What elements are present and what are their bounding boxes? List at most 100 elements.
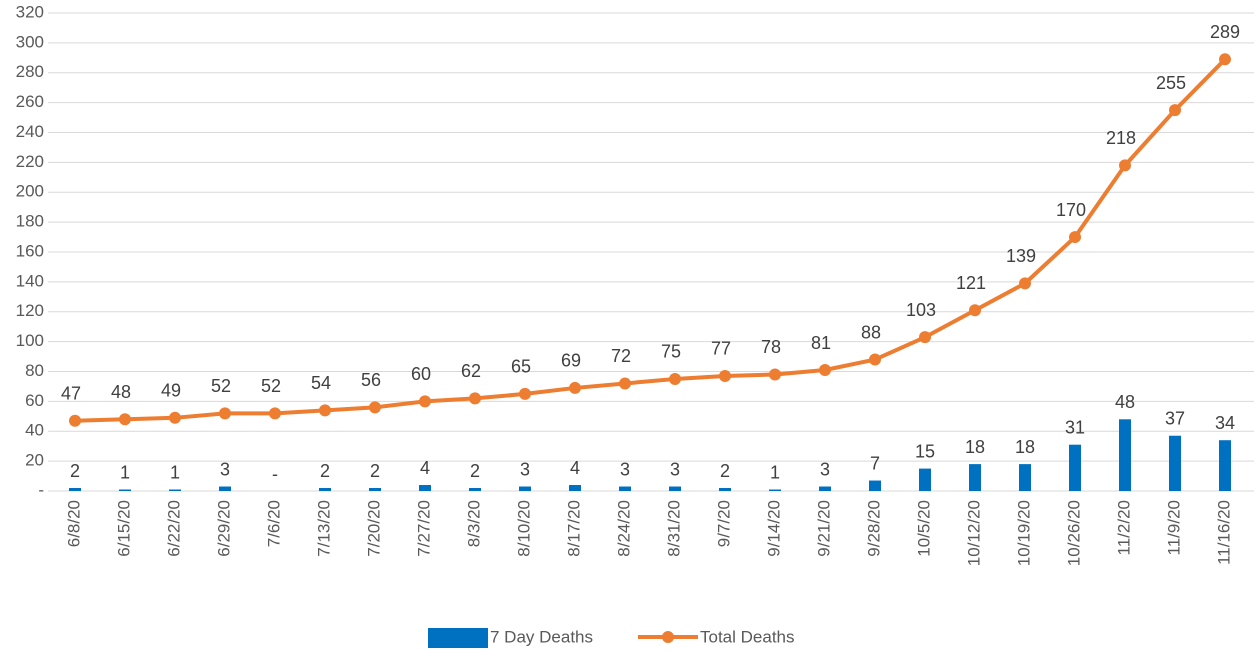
bar-value-label: 2 <box>370 461 380 481</box>
bar <box>719 488 731 491</box>
line-point <box>219 407 231 420</box>
y-tick-label: - <box>38 480 44 499</box>
line-value-label: 47 <box>61 384 81 404</box>
x-tick-label: 9/14/20 <box>764 500 783 557</box>
legend-label: 7 Day Deaths <box>490 627 593 646</box>
line-point <box>269 407 281 420</box>
line-value-label: 56 <box>361 370 381 390</box>
line-value-label: 52 <box>211 376 231 396</box>
line-value-label: 289 <box>1210 22 1240 42</box>
x-tick-label: 8/24/20 <box>614 500 633 557</box>
bar <box>919 468 931 491</box>
bar-value-label: 7 <box>870 453 880 473</box>
y-tick-label: 100 <box>16 331 44 350</box>
bar <box>1019 464 1031 491</box>
line-value-label: 103 <box>906 300 936 320</box>
bar-value-label: 1 <box>770 462 780 482</box>
y-tick-label: 260 <box>16 92 44 111</box>
line-value-label: 218 <box>1106 128 1136 148</box>
line-point <box>369 401 381 414</box>
bar <box>1119 419 1131 491</box>
x-tick-label: 11/9/20 <box>1164 500 1183 555</box>
line-value-label: 52 <box>261 376 281 396</box>
x-tick-label: 6/29/20 <box>214 500 233 557</box>
bar <box>469 488 481 491</box>
line-point <box>919 331 931 344</box>
line-value-label: 88 <box>861 322 881 342</box>
y-tick-label: 220 <box>16 152 44 171</box>
bar <box>119 489 131 491</box>
x-tick-label: 6/15/20 <box>114 500 133 557</box>
line-point <box>1219 53 1231 66</box>
y-tick-label: 120 <box>16 301 44 320</box>
bar <box>319 488 331 491</box>
line-value-label: 121 <box>956 273 986 293</box>
y-tick-label: 280 <box>16 62 44 81</box>
bar-value-label: 37 <box>1165 408 1185 428</box>
bar <box>669 486 681 491</box>
line-point <box>869 353 881 366</box>
line <box>74 57 1227 423</box>
bar-value-label: 31 <box>1065 417 1085 437</box>
x-tick-label: 7/6/20 <box>264 500 283 547</box>
bar <box>219 486 231 491</box>
bar-value-label: 48 <box>1115 392 1135 412</box>
x-tick-label: 9/28/20 <box>864 500 883 557</box>
line-value-label: 78 <box>761 337 781 357</box>
line-value-label: 69 <box>561 351 581 371</box>
x-tick-label: 9/7/20 <box>714 500 733 547</box>
x-tick-label: 10/19/20 <box>1014 500 1033 566</box>
legend-label: Total Deaths <box>700 627 795 646</box>
x-tick-label: 8/3/20 <box>464 500 483 547</box>
line-value-label: 139 <box>1006 246 1036 266</box>
bar <box>569 485 581 491</box>
line-point <box>69 414 81 427</box>
bar <box>169 489 181 491</box>
x-tick-label: 11/2/20 <box>1114 500 1133 555</box>
line-point <box>319 404 331 417</box>
y-tick-label: 80 <box>25 361 44 380</box>
line-point <box>619 377 631 390</box>
y-tick-label: 160 <box>16 241 44 260</box>
bar <box>69 488 81 491</box>
bar <box>369 488 381 491</box>
line-point <box>1119 159 1131 172</box>
line-value-label: 77 <box>711 339 731 359</box>
bar-value-label: 2 <box>720 461 730 481</box>
line-point <box>1169 104 1181 117</box>
y-tick-label: 200 <box>16 182 44 201</box>
legend-swatch <box>428 628 488 648</box>
x-tick-label: 7/27/20 <box>414 500 433 557</box>
x-tick-label: 6/8/20 <box>64 500 83 547</box>
bar <box>1219 440 1231 491</box>
y-tick-label: 20 <box>25 451 44 470</box>
line-point <box>669 372 681 385</box>
y-tick-label: 180 <box>16 212 44 231</box>
bar-value-label: 34 <box>1215 413 1235 433</box>
line-point <box>469 392 481 405</box>
bar-value-label: 3 <box>670 459 680 479</box>
bar <box>1069 444 1081 491</box>
y-tick-label: 60 <box>25 391 44 410</box>
line-value-label: 255 <box>1156 73 1186 93</box>
bar-value-label: 4 <box>570 458 580 478</box>
x-tick-label: 7/13/20 <box>314 500 333 557</box>
legend-swatch <box>662 631 674 643</box>
y-tick-label: 300 <box>16 32 44 51</box>
line-point <box>769 368 781 381</box>
bar-value-label: 15 <box>915 441 935 461</box>
bar-value-label: 3 <box>620 459 630 479</box>
bar <box>769 489 781 491</box>
line-point <box>1069 231 1081 244</box>
line-value-label: 54 <box>311 373 331 393</box>
bar <box>419 485 431 491</box>
bar-value-label: 1 <box>170 462 180 482</box>
bar <box>619 486 631 491</box>
line-point <box>569 381 581 394</box>
bar-value-label: 3 <box>520 459 530 479</box>
x-tick-label: 8/10/20 <box>514 500 533 557</box>
bar-value-label: - <box>272 464 278 484</box>
line-point <box>719 369 731 382</box>
line-point <box>519 387 531 400</box>
